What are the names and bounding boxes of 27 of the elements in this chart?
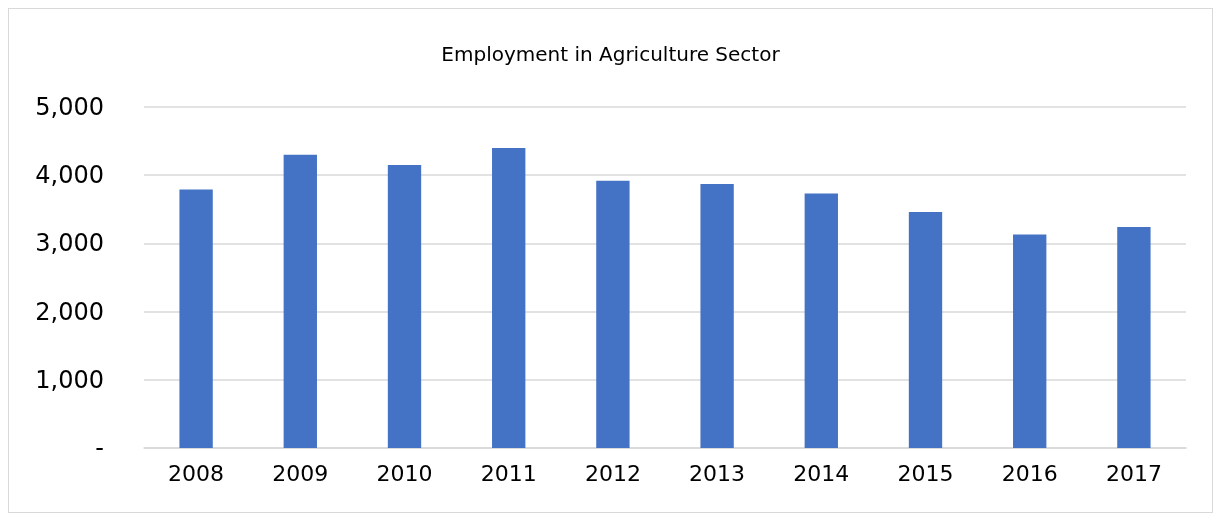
x-tick-label: 2012 xyxy=(584,460,641,486)
x-tick-label: 2016 xyxy=(1001,460,1058,486)
x-tick-label: 2013 xyxy=(689,460,746,486)
bar xyxy=(804,193,838,448)
y-tick-label: 2,000 xyxy=(35,297,104,326)
x-tick-label: 2014 xyxy=(793,460,850,486)
chart-title: Employment in Agriculture Sector xyxy=(441,42,781,66)
bar xyxy=(1013,234,1047,448)
x-tick-label: 2015 xyxy=(897,460,954,486)
x-tick-label: 2008 xyxy=(168,460,225,486)
y-tick-label: 3,000 xyxy=(35,229,104,258)
y-tick-label: 4,000 xyxy=(35,161,104,190)
y-tick-label: - xyxy=(95,434,104,462)
x-tick-label: 2010 xyxy=(376,460,433,486)
bar xyxy=(700,184,734,448)
bar xyxy=(283,154,317,448)
bar xyxy=(492,147,526,448)
bar xyxy=(179,189,213,448)
x-tick-label: 2017 xyxy=(1105,460,1162,486)
x-tick-label: 2009 xyxy=(272,460,329,486)
bar xyxy=(1117,227,1151,448)
bar xyxy=(387,164,422,448)
bar xyxy=(596,180,630,448)
x-tick-label: 2011 xyxy=(480,460,537,486)
bar xyxy=(908,212,943,448)
y-tick-label: 1,000 xyxy=(35,365,104,394)
y-tick-label: 5,000 xyxy=(35,93,104,121)
